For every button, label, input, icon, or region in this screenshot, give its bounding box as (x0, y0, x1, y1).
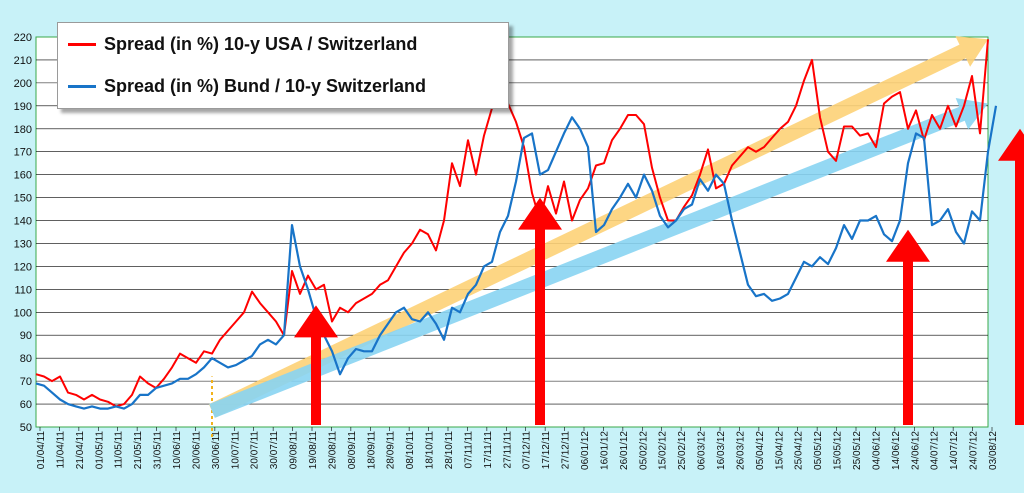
x-tick-label: 11/04/11 (55, 431, 66, 469)
x-tick-label: 25/02/12 (677, 431, 688, 470)
y-tick-label: 180 (14, 124, 32, 136)
vertical-red-arrow (998, 128, 1024, 425)
x-tick-label: 08/10/11 (405, 431, 416, 470)
y-tick-label: 190 (14, 101, 32, 113)
x-tick-label: 25/04/12 (794, 431, 805, 470)
x-tick-label: 18/10/11 (425, 431, 436, 470)
x-tick-label: 31/05/11 (153, 431, 164, 470)
x-tick-label: 21/04/11 (75, 431, 86, 470)
x-tick-label: 19/08/11 (308, 431, 319, 470)
y-tick-label: 50 (20, 422, 32, 434)
x-tick-label: 09/08/11 (289, 431, 300, 470)
legend-swatch-blue (68, 84, 96, 88)
x-tick-label: 17/11/11 (483, 431, 494, 469)
x-tick-label: 15/05/12 (833, 431, 844, 470)
x-tick-label: 20/06/11 (191, 431, 202, 470)
x-tick-label: 29/08/11 (327, 431, 338, 470)
x-tick-label: 15/04/12 (774, 431, 785, 470)
trend-arrow (208, 36, 989, 418)
vertical-red-arrow (294, 305, 338, 425)
x-tick-label: 11/05/11 (114, 431, 125, 469)
series-line-bund-switzerland (35, 105, 998, 410)
y-tick-label: 100 (14, 307, 32, 319)
y-tick-label: 200 (14, 78, 32, 90)
series-line-usa-switzerland (35, 39, 989, 408)
x-tick-label: 28/09/11 (386, 431, 397, 470)
x-tick-label: 27/11/11 (502, 431, 513, 469)
y-tick-label: 130 (14, 238, 32, 250)
x-tick-label: 04/06/12 (871, 431, 882, 470)
y-tick-label: 160 (14, 170, 32, 182)
x-tick-label: 28/10/11 (444, 431, 455, 470)
legend-label-bund: Spread (in %) Bund / 10-y Switzerland (104, 75, 427, 96)
y-tick-label: 210 (14, 55, 32, 67)
x-tick-label: 06/01/12 (580, 431, 591, 470)
x-tick-label: 26/03/12 (735, 431, 746, 470)
x-tick-label: 24/06/12 (910, 431, 921, 470)
x-tick-label: 08/09/11 (347, 431, 358, 470)
x-tick-label: 01/04/11 (36, 431, 47, 470)
x-tick-label: 15/02/12 (658, 431, 669, 470)
x-tick-label: 14/06/12 (891, 431, 902, 470)
x-tick-label: 21/05/11 (133, 431, 144, 470)
x-tick-label: 07/12/11 (522, 431, 533, 470)
x-tick-label: 14/07/12 (949, 431, 960, 470)
y-tick-label: 90 (20, 330, 32, 342)
x-tick-label: 10/06/11 (172, 431, 183, 470)
y-tick-label: 70 (20, 376, 32, 388)
x-tick-label: 04/07/12 (930, 431, 941, 470)
x-tick-label: 07/11/11 (463, 431, 474, 469)
trend-arrows (208, 36, 989, 437)
data-series (35, 39, 998, 410)
y-tick-label: 150 (14, 193, 32, 205)
x-axis-ticks: 01/04/11 11/04/11 21/04/11 01/05/11 11/05/11… (36, 427, 999, 470)
chart-legend: Spread (in %) 10-y USA / Switzerland Spr… (57, 22, 509, 109)
x-tick-label: 26/01/12 (619, 431, 630, 470)
x-tick-label: 18/09/11 (366, 431, 377, 470)
y-tick-label: 60 (20, 399, 32, 411)
legend-entry-usa: Spread (in %) 10-y USA / Switzerland (68, 29, 417, 59)
y-tick-label: 110 (14, 284, 32, 296)
x-tick-label: 05/04/12 (755, 431, 766, 470)
x-tick-label: 05/05/12 (813, 431, 824, 470)
x-tick-label: 06/03/12 (697, 431, 708, 470)
y-tick-label: 80 (20, 353, 32, 365)
x-tick-label: 10/07/11 (230, 431, 241, 470)
vertical-red-arrow (518, 197, 562, 425)
x-tick-label: 25/05/12 (852, 431, 863, 470)
x-tick-label: 20/07/11 (250, 431, 261, 470)
x-tick-label: 27/12/11 (561, 431, 572, 470)
x-tick-label: 03/08/12 (988, 431, 999, 470)
vertical-red-arrow (886, 229, 930, 425)
marker-arrows (294, 128, 1024, 425)
x-tick-label: 17/12/11 (541, 431, 552, 470)
legend-swatch-red (68, 42, 96, 46)
legend-label-usa: Spread (in %) 10-y USA / Switzerland (104, 33, 418, 54)
x-tick-label: 16/03/12 (716, 431, 727, 470)
x-tick-label: 01/05/11 (94, 431, 105, 470)
y-tick-label: 220 (14, 32, 32, 44)
x-tick-label: 05/02/12 (638, 431, 649, 470)
y-tick-label: 120 (14, 261, 32, 273)
x-tick-label: 30/06/11 (211, 431, 222, 470)
y-axis-ticks: 50 60 70 80 90 100 110 120 130 140 150 160 170 180 190… (14, 32, 32, 434)
x-tick-label: 30/07/11 (269, 431, 280, 470)
trend-arrow (209, 98, 988, 418)
y-tick-label: 170 (14, 147, 32, 159)
x-tick-label: 24/07/12 (969, 431, 980, 470)
legend-entry-bund: Spread (in %) Bund / 10-y Switzerland (68, 71, 426, 101)
y-tick-label: 140 (14, 216, 32, 228)
x-tick-label: 16/01/12 (599, 431, 610, 470)
